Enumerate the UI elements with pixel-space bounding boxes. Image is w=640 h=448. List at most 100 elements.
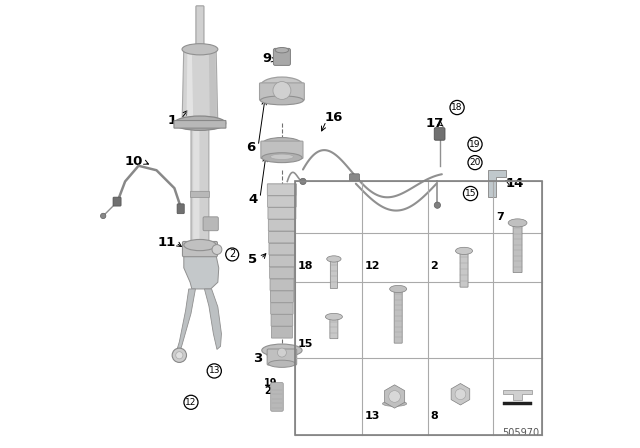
Ellipse shape <box>262 344 302 357</box>
FancyBboxPatch shape <box>268 220 296 231</box>
Text: 6: 6 <box>246 141 255 155</box>
FancyBboxPatch shape <box>193 129 200 249</box>
Text: 17: 17 <box>425 117 444 130</box>
FancyBboxPatch shape <box>269 267 294 279</box>
Text: 16: 16 <box>324 111 342 124</box>
Ellipse shape <box>508 219 527 227</box>
Ellipse shape <box>325 314 342 320</box>
Ellipse shape <box>456 247 472 254</box>
Text: 19: 19 <box>469 140 481 149</box>
Circle shape <box>172 348 186 362</box>
Polygon shape <box>184 255 219 289</box>
Text: 1: 1 <box>168 113 177 127</box>
FancyBboxPatch shape <box>203 217 218 231</box>
Ellipse shape <box>174 116 226 130</box>
Text: 18: 18 <box>298 261 314 271</box>
FancyBboxPatch shape <box>260 83 305 100</box>
Circle shape <box>273 82 291 99</box>
Text: 19: 19 <box>264 378 278 388</box>
Bar <box>503 402 532 405</box>
Polygon shape <box>503 390 532 400</box>
Polygon shape <box>204 289 221 349</box>
Ellipse shape <box>383 401 406 406</box>
Ellipse shape <box>260 96 303 105</box>
Circle shape <box>176 352 183 359</box>
FancyBboxPatch shape <box>268 184 296 195</box>
FancyBboxPatch shape <box>270 291 294 302</box>
Polygon shape <box>451 383 470 405</box>
Polygon shape <box>175 289 195 358</box>
FancyBboxPatch shape <box>268 196 296 207</box>
Ellipse shape <box>269 360 296 367</box>
Text: 8: 8 <box>430 411 438 421</box>
Text: 13: 13 <box>209 366 220 375</box>
Ellipse shape <box>275 47 289 53</box>
Text: 2: 2 <box>229 250 236 259</box>
FancyBboxPatch shape <box>460 250 468 287</box>
Polygon shape <box>182 47 218 125</box>
FancyBboxPatch shape <box>271 383 284 411</box>
Circle shape <box>455 389 466 400</box>
Circle shape <box>100 213 106 219</box>
Text: 20: 20 <box>264 387 278 396</box>
Polygon shape <box>209 52 217 121</box>
Text: 5: 5 <box>248 253 257 267</box>
FancyBboxPatch shape <box>513 223 522 272</box>
Text: 12: 12 <box>364 261 380 271</box>
FancyBboxPatch shape <box>271 314 292 326</box>
Text: 15: 15 <box>465 189 476 198</box>
Polygon shape <box>186 52 193 121</box>
Circle shape <box>212 245 222 254</box>
FancyBboxPatch shape <box>435 128 445 140</box>
Text: 7: 7 <box>496 212 504 222</box>
Ellipse shape <box>262 153 302 163</box>
Text: 2: 2 <box>430 261 438 271</box>
FancyBboxPatch shape <box>174 121 226 128</box>
Text: 8: 8 <box>275 81 281 91</box>
FancyBboxPatch shape <box>196 6 204 46</box>
FancyBboxPatch shape <box>349 174 360 181</box>
Text: 12: 12 <box>186 398 196 407</box>
Circle shape <box>434 202 440 208</box>
FancyBboxPatch shape <box>191 191 209 198</box>
Ellipse shape <box>262 138 302 151</box>
FancyBboxPatch shape <box>191 126 209 252</box>
Ellipse shape <box>184 239 216 251</box>
Text: 3: 3 <box>253 352 262 365</box>
FancyBboxPatch shape <box>271 327 292 338</box>
Circle shape <box>278 348 287 357</box>
FancyBboxPatch shape <box>273 48 291 65</box>
Text: 18: 18 <box>451 103 463 112</box>
Text: 20: 20 <box>469 158 481 167</box>
Ellipse shape <box>327 256 341 262</box>
Ellipse shape <box>270 154 294 159</box>
Polygon shape <box>488 170 506 197</box>
FancyBboxPatch shape <box>267 349 297 365</box>
Text: 4: 4 <box>248 193 257 206</box>
Text: 7: 7 <box>284 81 291 91</box>
Polygon shape <box>385 385 404 408</box>
FancyBboxPatch shape <box>269 243 295 255</box>
FancyBboxPatch shape <box>261 141 303 159</box>
FancyBboxPatch shape <box>271 303 293 314</box>
FancyBboxPatch shape <box>270 279 294 291</box>
FancyBboxPatch shape <box>269 255 294 267</box>
FancyBboxPatch shape <box>177 204 184 214</box>
FancyBboxPatch shape <box>330 316 338 339</box>
FancyBboxPatch shape <box>330 258 337 289</box>
Ellipse shape <box>182 43 218 55</box>
Circle shape <box>300 178 306 185</box>
Text: 505970: 505970 <box>502 428 540 438</box>
FancyBboxPatch shape <box>269 231 295 243</box>
Text: 14: 14 <box>505 177 524 190</box>
Circle shape <box>388 391 401 402</box>
FancyBboxPatch shape <box>182 241 218 257</box>
FancyBboxPatch shape <box>268 207 296 219</box>
FancyBboxPatch shape <box>394 289 402 343</box>
Text: 9: 9 <box>262 52 272 65</box>
FancyBboxPatch shape <box>113 197 121 206</box>
Ellipse shape <box>390 285 406 293</box>
Text: 10: 10 <box>125 155 143 168</box>
Ellipse shape <box>260 77 303 95</box>
Text: 13: 13 <box>364 411 380 421</box>
